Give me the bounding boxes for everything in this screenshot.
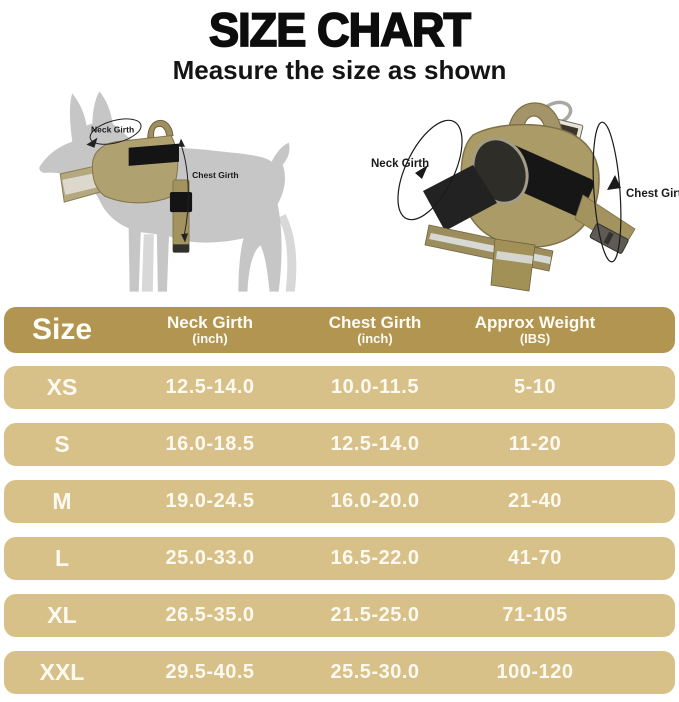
page-subtitle: Measure the size as shown	[172, 55, 507, 85]
harness-neck-strap-pad	[423, 165, 497, 231]
neck-girth-cell: 19.0-24.5	[165, 490, 255, 512]
size-cell: XL	[47, 602, 77, 628]
chest-girth-cell: 21.5-25.0	[330, 604, 420, 626]
dog-harness-patch	[128, 143, 179, 166]
dog-far-front-leg	[141, 234, 154, 292]
table-row-xl: XL 26.5-35.0 21.5-25.0 71-105	[4, 594, 675, 637]
table-row-m: M 19.0-24.5 16.0-20.0 21-40	[4, 480, 675, 523]
weight-cell: 100-120	[496, 661, 574, 683]
header-neck-girth-title: Neck Girth	[167, 313, 253, 333]
neck-girth-cell: 12.5-14.0	[165, 376, 255, 398]
dog-chest-arrow-bottom-icon	[181, 233, 189, 243]
table-row-xs: XS 12.5-14.0 10.0-11.5 5-10	[4, 366, 675, 409]
neck-girth-cell: 16.0-18.5	[165, 433, 255, 455]
size-cell: XXL	[39, 659, 85, 685]
weight-cell: 21-40	[508, 490, 562, 512]
harness-annotations: Neck Girth Chest Girth	[371, 119, 679, 263]
size-cell: S	[54, 431, 70, 457]
neck-girth-cell: 29.5-40.5	[165, 661, 255, 683]
size-cell: M	[52, 488, 72, 514]
header-chest-girth-unit: (inch)	[357, 331, 393, 347]
size-table: Size Neck Girth (inch) Chest Girth (inch…	[0, 307, 679, 694]
dog-neck-girth-ellipse	[89, 118, 142, 145]
header-neck-girth-unit: (inch)	[192, 331, 228, 347]
weight-cell: 5-10	[513, 376, 557, 398]
header-approx-weight-title: Approx Weight	[474, 313, 596, 333]
harness-measurement-diagram: Neck Girth Chest Girth	[371, 100, 679, 292]
dog-strap-tip	[172, 244, 190, 253]
header-approx-weight: Approx Weight (IBS)	[450, 314, 620, 345]
page-title: SIZE CHART	[208, 3, 472, 56]
harness-chest-arrow-icon	[607, 175, 621, 190]
chest-girth-cell: 10.0-11.5	[331, 376, 419, 398]
table-row-xxl: XXL 29.5-40.5 25.5-30.0 100-120	[4, 651, 675, 694]
harness-chest-girth-label: Chest Girth	[626, 188, 679, 200]
measurement-figures: Neck Girth Chest Girth	[0, 85, 679, 307]
weight-cell: 71-105	[502, 604, 568, 626]
dog-girth-buckle	[169, 191, 193, 213]
dog-harness-neck-strap-stripe	[62, 172, 99, 196]
chest-girth-cell: 12.5-14.0	[330, 433, 420, 455]
weight-cell: 11-20	[508, 433, 562, 455]
neck-girth-cell: 25.0-33.0	[165, 547, 255, 569]
dog-girth-strap	[172, 179, 190, 253]
dog-harness-handle	[147, 119, 174, 139]
header-neck-girth: Neck Girth (inch)	[120, 314, 300, 345]
dog-chest-girth-arc	[180, 144, 189, 237]
size-cell: L	[54, 545, 70, 571]
table-row-l: L 25.0-33.0 16.5-22.0 41-70	[4, 537, 675, 580]
size-cell: XS	[46, 374, 78, 400]
harness-bottom-strap-stripe	[496, 251, 533, 264]
table-header-row: Size Neck Girth (inch) Chest Girth (inch…	[4, 307, 675, 353]
chest-girth-cell: 16.0-20.0	[330, 490, 420, 512]
chest-girth-cell: 25.5-30.0	[330, 661, 420, 683]
header-size: Size	[31, 313, 93, 346]
header-approx-weight-unit: (IBS)	[519, 331, 551, 347]
dog-chest-girth-label: Chest Girth	[192, 170, 239, 180]
dog-far-rear-leg	[277, 214, 297, 292]
table-row-s: S 16.0-18.5 12.5-14.0 11-20	[4, 423, 675, 466]
dog-measurement-diagram: Neck Girth Chest Girth	[39, 91, 297, 292]
harness-photo	[423, 100, 636, 292]
dog-neck-girth-label: Neck Girth	[91, 125, 134, 135]
harness-chest-girth-ellipse	[592, 121, 622, 263]
header-chest-girth-title: Chest Girth	[328, 313, 422, 333]
harness-neck-girth-label: Neck Girth	[371, 158, 429, 170]
header-chest-girth: Chest Girth (inch)	[300, 314, 450, 345]
harness-bottom-strap	[490, 238, 536, 292]
dog-chest-arrow-top-icon	[177, 138, 186, 147]
dog-annotations: Neck Girth Chest Girth	[86, 118, 239, 243]
harness-neck-girth-ellipse	[397, 119, 463, 221]
dog-neck-arrow-icon	[86, 137, 98, 148]
chest-girth-cell: 16.5-22.0	[330, 547, 420, 569]
weight-cell: 41-70	[508, 547, 562, 569]
neck-girth-cell: 26.5-35.0	[165, 604, 255, 626]
harness-neck-arrow-icon	[415, 165, 428, 179]
